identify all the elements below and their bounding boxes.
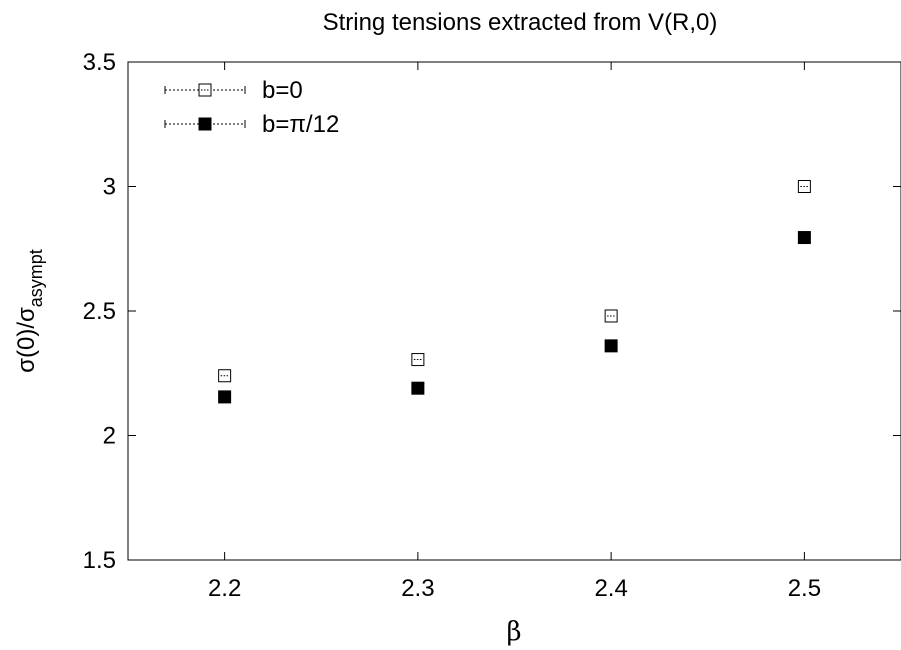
data-points bbox=[218, 180, 811, 404]
y-axis-label: σ(0)/σasympt bbox=[13, 249, 46, 373]
chart-title: String tensions extracted from V(R,0) bbox=[323, 9, 718, 36]
y-tick-label: 3 bbox=[103, 174, 116, 201]
filled-square-point bbox=[797, 231, 811, 245]
y-axis-label-subscript: asympt bbox=[26, 249, 46, 307]
x-tick-label: 2.4 bbox=[594, 575, 627, 602]
y-tick-label: 3.5 bbox=[83, 49, 116, 76]
x-axis-ticks: 2.2 2.3 2.4 2.5 bbox=[208, 62, 821, 602]
legend-label: b=0 bbox=[262, 77, 303, 104]
x-tick-label: 2.5 bbox=[788, 575, 821, 602]
y-tick-label: 2.5 bbox=[83, 298, 116, 325]
legend-label: b=π/12 bbox=[262, 111, 339, 138]
x-tick-label: 2.3 bbox=[401, 575, 434, 602]
legend-filled-square bbox=[198, 117, 212, 131]
filled-square-point bbox=[604, 339, 618, 353]
plot-frame bbox=[127, 61, 901, 561]
y-axis-ticks: 1.5 2 2.5 3 3.5 bbox=[83, 49, 901, 574]
x-axis-label: β bbox=[506, 617, 521, 647]
y-tick-label: 2 bbox=[103, 423, 116, 450]
filled-square-point bbox=[218, 390, 232, 404]
filled-square-point bbox=[411, 381, 425, 395]
y-axis-label-main: σ(0)/σ bbox=[13, 307, 40, 373]
legend: b=0 b=π/12 bbox=[164, 77, 339, 138]
y-tick-label: 1.5 bbox=[83, 547, 116, 574]
x-tick-label: 2.2 bbox=[208, 575, 241, 602]
